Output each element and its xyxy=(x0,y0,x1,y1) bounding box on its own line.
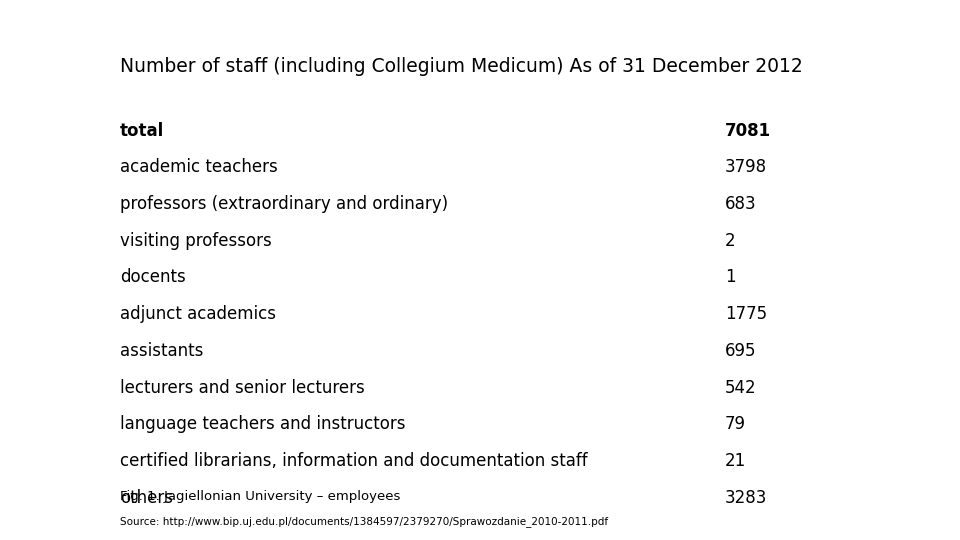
Text: language teachers and instructors: language teachers and instructors xyxy=(120,415,405,433)
Text: Source: http://www.bip.uj.edu.pl/documents/1384597/2379270/Sprawozdanie_2010-201: Source: http://www.bip.uj.edu.pl/documen… xyxy=(120,516,608,526)
Text: 79: 79 xyxy=(725,415,746,433)
Text: total: total xyxy=(120,122,164,139)
Text: 1775: 1775 xyxy=(725,305,767,323)
Text: 542: 542 xyxy=(725,379,756,396)
Text: academic teachers: academic teachers xyxy=(120,158,277,176)
Text: visiting professors: visiting professors xyxy=(120,232,272,249)
Text: 3283: 3283 xyxy=(725,489,767,507)
Text: 695: 695 xyxy=(725,342,756,360)
Text: Number of staff (including Collegium Medicum) As of 31 December 2012: Number of staff (including Collegium Med… xyxy=(120,57,803,76)
Text: 1: 1 xyxy=(725,268,735,286)
Text: assistants: assistants xyxy=(120,342,204,360)
Text: 2: 2 xyxy=(725,232,735,249)
Text: adjunct academics: adjunct academics xyxy=(120,305,276,323)
Text: others: others xyxy=(120,489,173,507)
Text: 3798: 3798 xyxy=(725,158,767,176)
Text: docents: docents xyxy=(120,268,185,286)
Text: Fig. 1. Jagiellonian University – employees: Fig. 1. Jagiellonian University – employ… xyxy=(120,490,400,503)
Text: certified librarians, information and documentation staff: certified librarians, information and do… xyxy=(120,452,588,470)
Text: professors (extraordinary and ordinary): professors (extraordinary and ordinary) xyxy=(120,195,448,213)
Text: 7081: 7081 xyxy=(725,122,771,139)
Text: 21: 21 xyxy=(725,452,746,470)
Text: 683: 683 xyxy=(725,195,756,213)
Text: lecturers and senior lecturers: lecturers and senior lecturers xyxy=(120,379,365,396)
